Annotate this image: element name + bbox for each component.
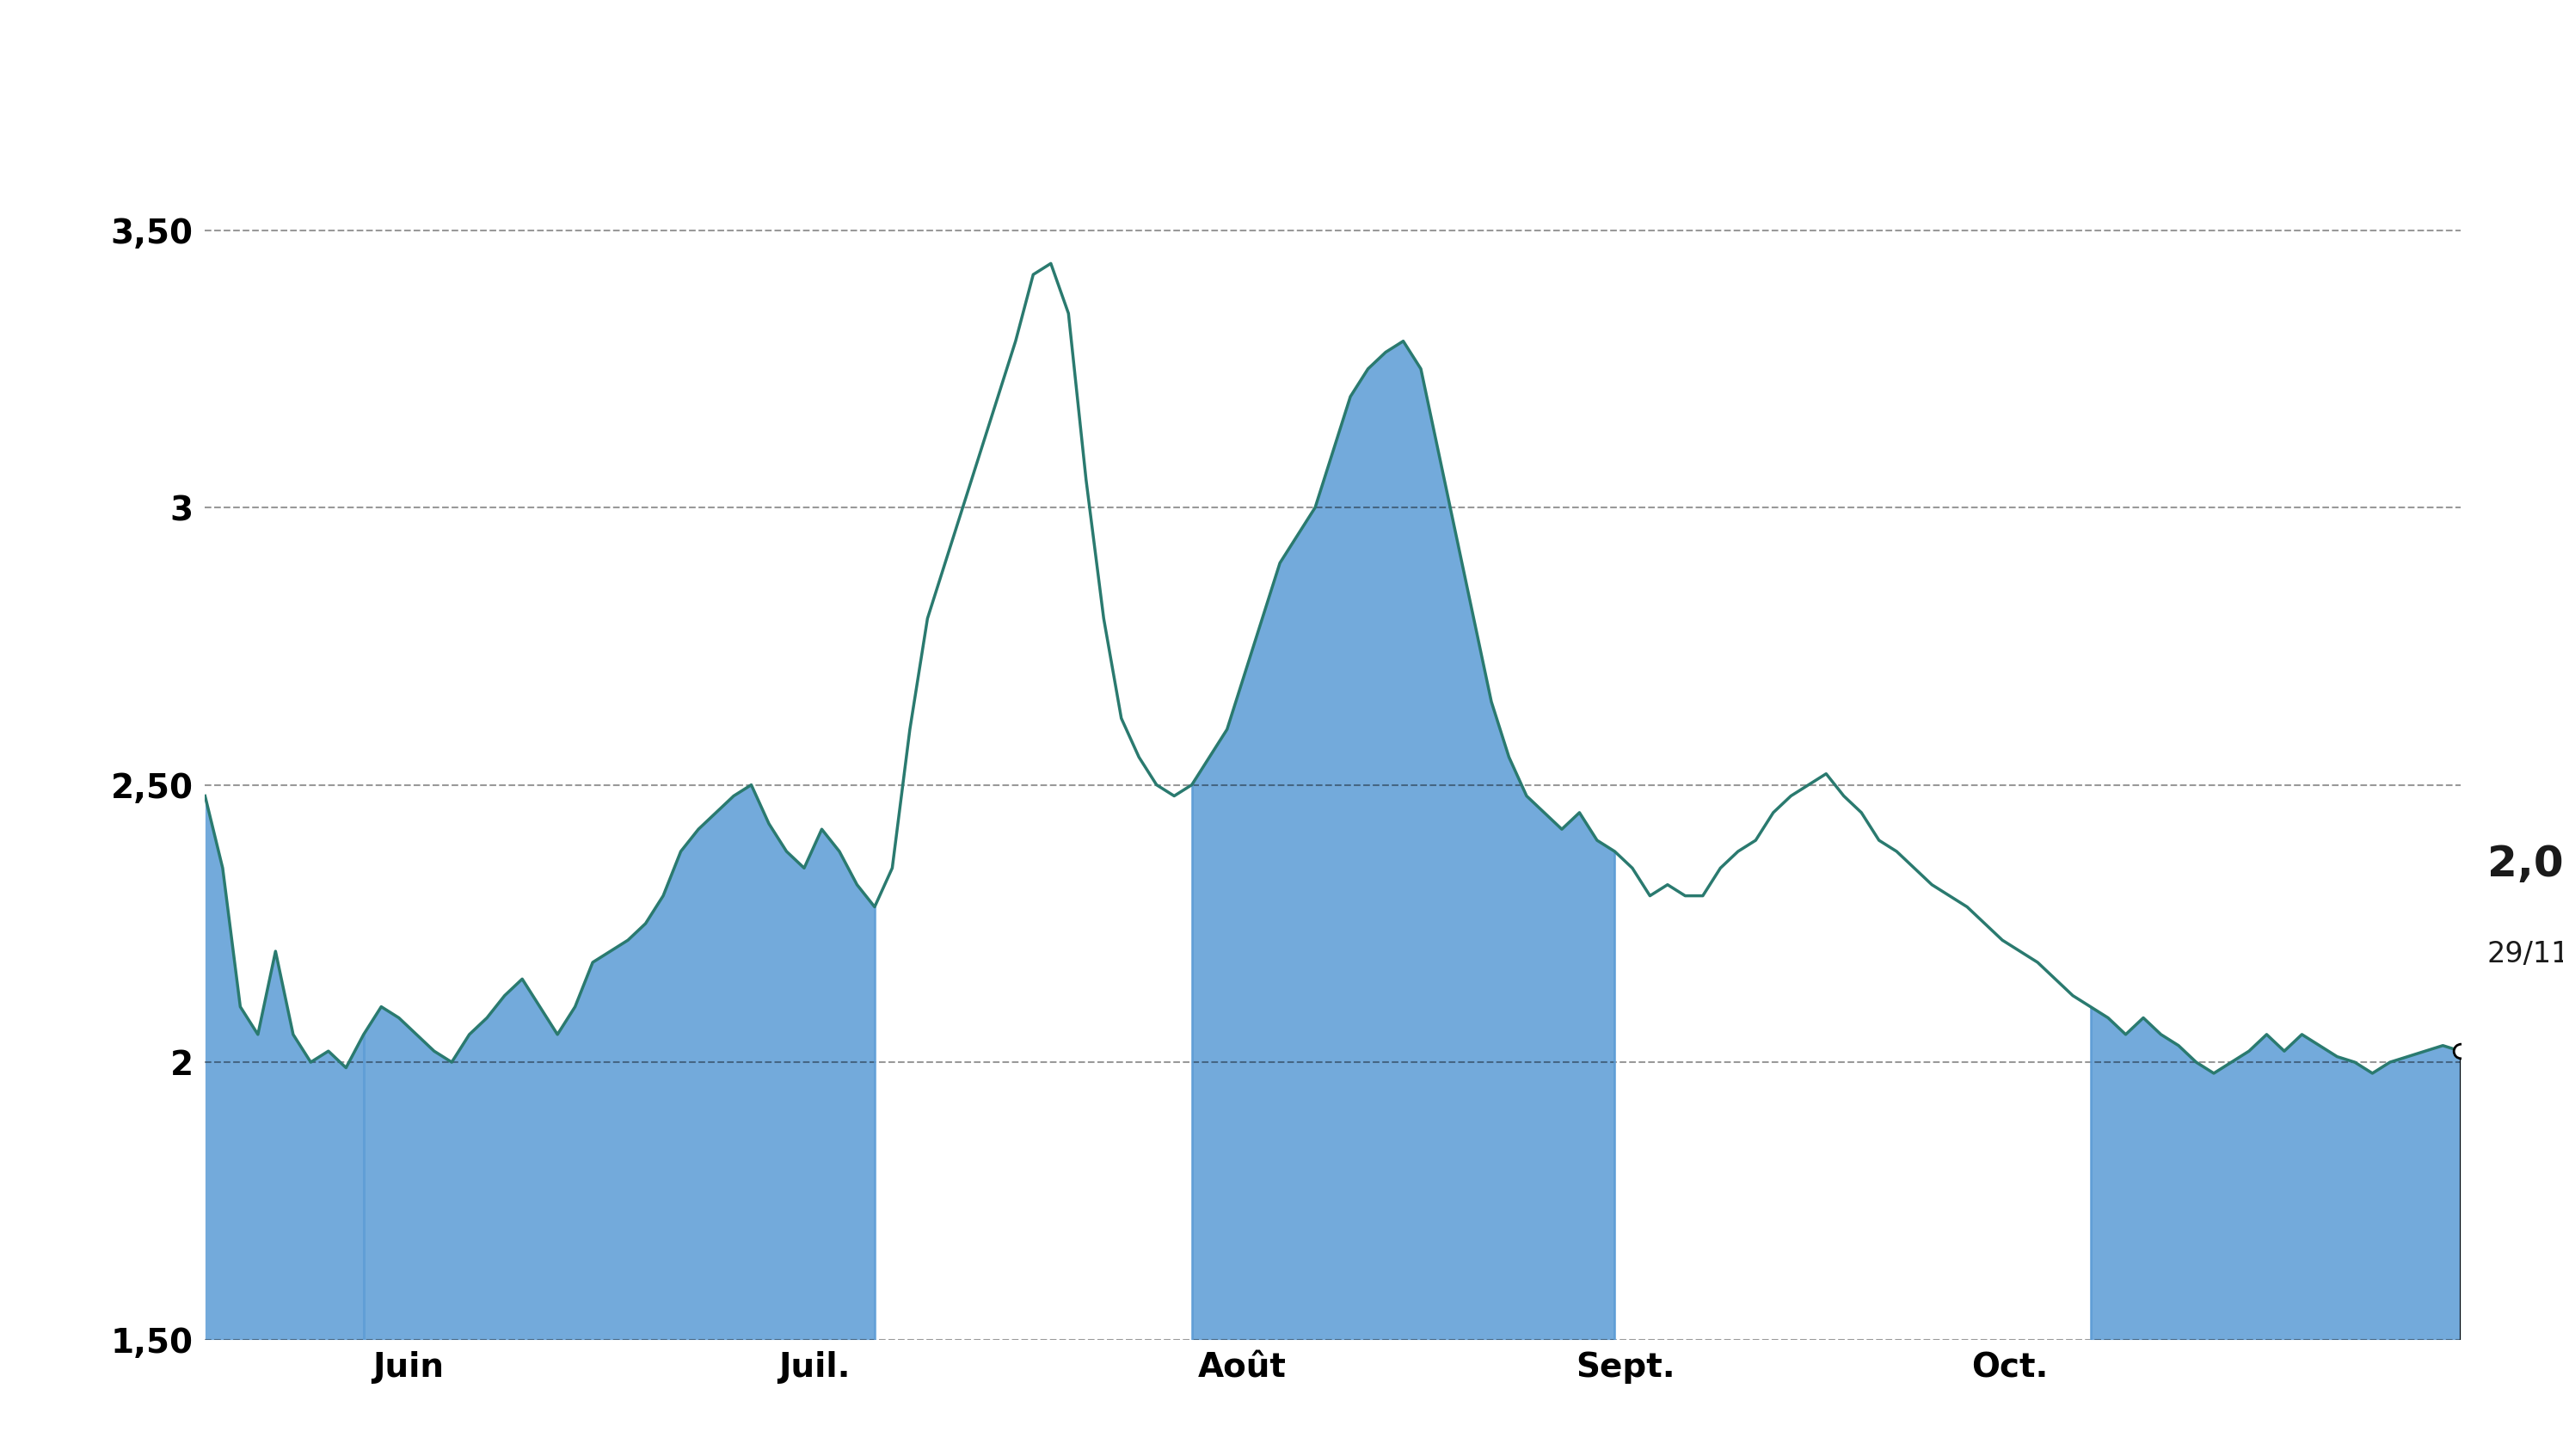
Text: 29/11: 29/11 xyxy=(2486,941,2563,968)
Text: Monogram Orthopaedics, Inc.: Monogram Orthopaedics, Inc. xyxy=(764,54,1799,114)
Text: 2,02: 2,02 xyxy=(2486,843,2563,885)
